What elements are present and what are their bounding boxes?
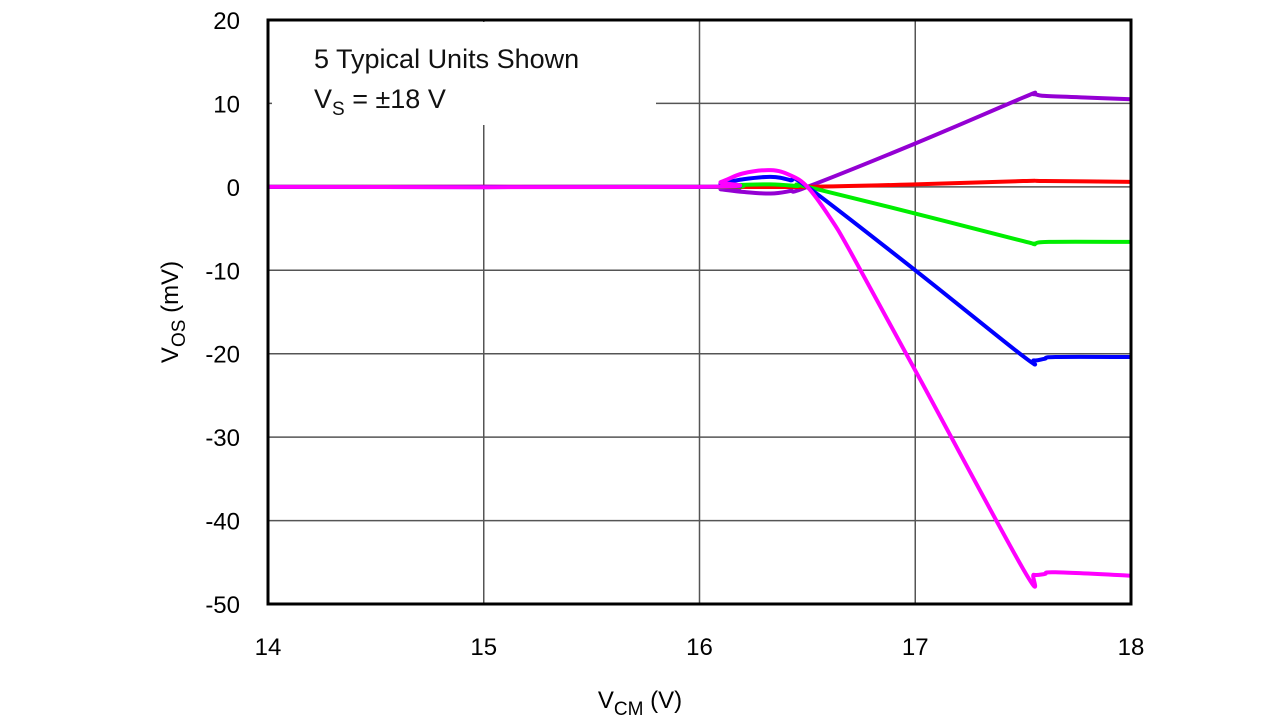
- y-tick-label: -30: [205, 425, 240, 452]
- x-tick-label: 16: [686, 634, 713, 661]
- series-line-unit-magenta: [267, 168, 1132, 589]
- y-tick-label: -20: [205, 342, 240, 369]
- y-axis-label: VOS (mV): [157, 261, 190, 363]
- x-tick-label: 14: [255, 634, 282, 661]
- x-tick-label: 18: [1118, 634, 1145, 661]
- x-tick-label: 15: [470, 634, 497, 661]
- annotation-line1: 5 Typical Units Shown: [314, 44, 579, 74]
- y-tick-label: -50: [205, 592, 240, 619]
- y-tick-label: 10: [213, 91, 240, 118]
- annotation-background: [272, 22, 656, 125]
- y-tick-label: -10: [205, 258, 240, 285]
- y-tick-label: 20: [213, 8, 240, 35]
- y-tick-label: 0: [227, 175, 240, 202]
- x-axis-label: VCM (V): [598, 687, 682, 720]
- plot-frame: [266, 18, 1133, 606]
- series-group: [267, 90, 1132, 589]
- x-tick-label: 17: [902, 634, 929, 661]
- y-tick-label: -40: [205, 509, 240, 536]
- annotation-line2: VS = ±18 V: [314, 84, 446, 120]
- tick-labels: 14 15 16 17 18 20 10 0 -10 -20 -30 -40 -50: [205, 8, 1144, 661]
